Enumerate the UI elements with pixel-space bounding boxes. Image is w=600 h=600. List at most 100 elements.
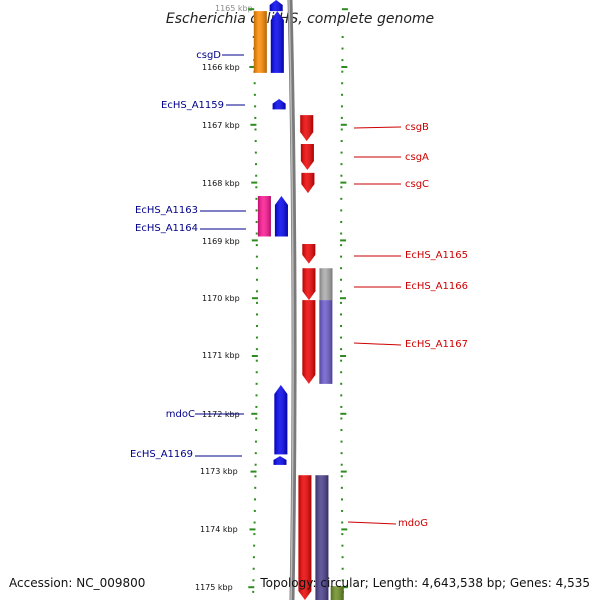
tick-dot xyxy=(253,509,256,512)
topology-text: Topology: circular; Length: 4,643,538 bp… xyxy=(259,576,590,590)
feature-shade-mdoG-cog2 xyxy=(330,586,344,600)
tick-dot xyxy=(254,440,257,443)
label-mdoC[interactable]: mdoC xyxy=(166,409,195,420)
leader-EcHS_A1167 xyxy=(353,342,402,346)
feature-shade-EcHS_A1163-cog xyxy=(257,196,271,237)
tick-dot xyxy=(340,475,343,478)
tick-dot xyxy=(255,267,258,270)
tick-dot xyxy=(255,313,258,316)
tick-dot xyxy=(341,544,344,547)
label-csgA[interactable]: csgA xyxy=(405,152,429,163)
tick-dot xyxy=(255,371,258,374)
scale-label-1169: 1169 kbp xyxy=(202,237,240,246)
label-EcHS_A1169[interactable]: EcHS_A1169 xyxy=(130,449,193,460)
tick-dot xyxy=(255,220,258,223)
leader-mdoG xyxy=(347,521,397,525)
tick-dot xyxy=(255,209,258,212)
tick-dot xyxy=(341,579,344,582)
label-csgC[interactable]: csgC xyxy=(405,179,429,190)
tick-dot xyxy=(340,186,343,189)
major-tick xyxy=(341,8,348,11)
tick-dot xyxy=(255,278,258,281)
tick-dot xyxy=(340,220,343,223)
tick-dot xyxy=(341,533,344,536)
scale-label-1171: 1171 kbp xyxy=(202,351,240,360)
tick-dot xyxy=(340,313,343,316)
tick-dot xyxy=(341,59,344,62)
tick-dot xyxy=(340,290,343,293)
feature-shade-EcHS_A1164-gene xyxy=(274,196,288,237)
tick-dot xyxy=(340,128,343,131)
tick-dot xyxy=(340,394,343,397)
tick-dot xyxy=(254,498,257,501)
major-tick xyxy=(251,412,258,415)
major-tick xyxy=(250,470,257,473)
major-tick xyxy=(340,297,347,300)
label-EcHS_A1167[interactable]: EcHS_A1167 xyxy=(405,339,468,350)
tick-dot xyxy=(255,429,258,432)
tick-dot xyxy=(340,371,343,374)
tick-dot xyxy=(340,197,343,200)
major-tick xyxy=(340,355,347,357)
left-labels: csgD EcHS_A1159 EcHS_A1163 EcHS_A1164 md… xyxy=(130,50,246,460)
major-tick xyxy=(341,66,348,68)
label-EcHS_A1163[interactable]: EcHS_A1163 xyxy=(135,205,198,216)
right-labels: csgB csgA csgC EcHS_A1165 EcHS_A1166 EcH… xyxy=(347,122,468,529)
major-tick xyxy=(249,66,256,68)
tick-dot xyxy=(340,405,343,408)
feature-shade-EcHS_A1169-gene xyxy=(273,456,287,465)
label-EcHS_A1164[interactable]: EcHS_A1164 xyxy=(135,223,198,234)
major-tick xyxy=(341,586,348,589)
major-tick xyxy=(248,8,255,11)
label-mdoG[interactable]: mdoG xyxy=(398,518,428,529)
tick-dot xyxy=(252,590,255,593)
tick-dot xyxy=(341,556,344,559)
feature-shade-EcHS_A1166-gene xyxy=(302,268,316,301)
tick-dot xyxy=(340,151,343,154)
tick-dot xyxy=(341,36,344,38)
tick-dot xyxy=(255,244,258,247)
tick-tracks xyxy=(248,8,348,593)
tick-dot xyxy=(254,105,257,108)
major-tick xyxy=(250,123,257,126)
tick-dot xyxy=(340,163,343,166)
tick-dot xyxy=(340,267,343,270)
tick-dot xyxy=(252,567,255,570)
feature-shade-mdoG-cog xyxy=(315,475,329,600)
label-EcHS_A1159[interactable]: EcHS_A1159 xyxy=(161,100,224,111)
feature-shade-EcHS_A1167-cog xyxy=(319,300,333,384)
major-tick xyxy=(251,297,258,300)
label-csgD[interactable]: csgD xyxy=(196,50,221,61)
feature-shade-top-gene xyxy=(269,0,283,12)
tick-dot xyxy=(255,174,258,177)
tick-dot xyxy=(340,498,343,501)
tick-dot xyxy=(252,579,255,582)
tick-dot xyxy=(254,463,257,466)
tick-dot xyxy=(340,105,343,108)
tick-dot xyxy=(340,429,343,432)
tick-dot xyxy=(254,140,257,143)
tick-dot xyxy=(340,417,343,420)
left-tick-track xyxy=(248,8,258,593)
tick-dot xyxy=(255,405,258,408)
major-tick xyxy=(340,181,347,184)
label-EcHS_A1165[interactable]: EcHS_A1165 xyxy=(405,250,468,261)
tick-dot xyxy=(340,348,343,351)
tick-dot xyxy=(254,486,257,489)
tick-dot xyxy=(340,325,343,327)
tick-dot xyxy=(255,197,258,200)
label-csgB[interactable]: csgB xyxy=(405,122,429,133)
major-tick xyxy=(340,123,347,126)
tick-dot xyxy=(340,140,343,143)
tick-dot xyxy=(253,544,256,547)
tick-dot xyxy=(341,521,344,524)
tick-dot xyxy=(340,452,343,455)
tick-dot xyxy=(255,186,258,189)
tick-dot xyxy=(340,232,343,235)
label-EcHS_A1166[interactable]: EcHS_A1166 xyxy=(405,281,468,292)
tick-dot xyxy=(254,475,257,478)
map-title: Escherichia coli HS, complete genome xyxy=(166,11,434,27)
tick-dot xyxy=(254,128,257,131)
tick-dot xyxy=(255,394,258,397)
tick-dot xyxy=(341,509,344,512)
